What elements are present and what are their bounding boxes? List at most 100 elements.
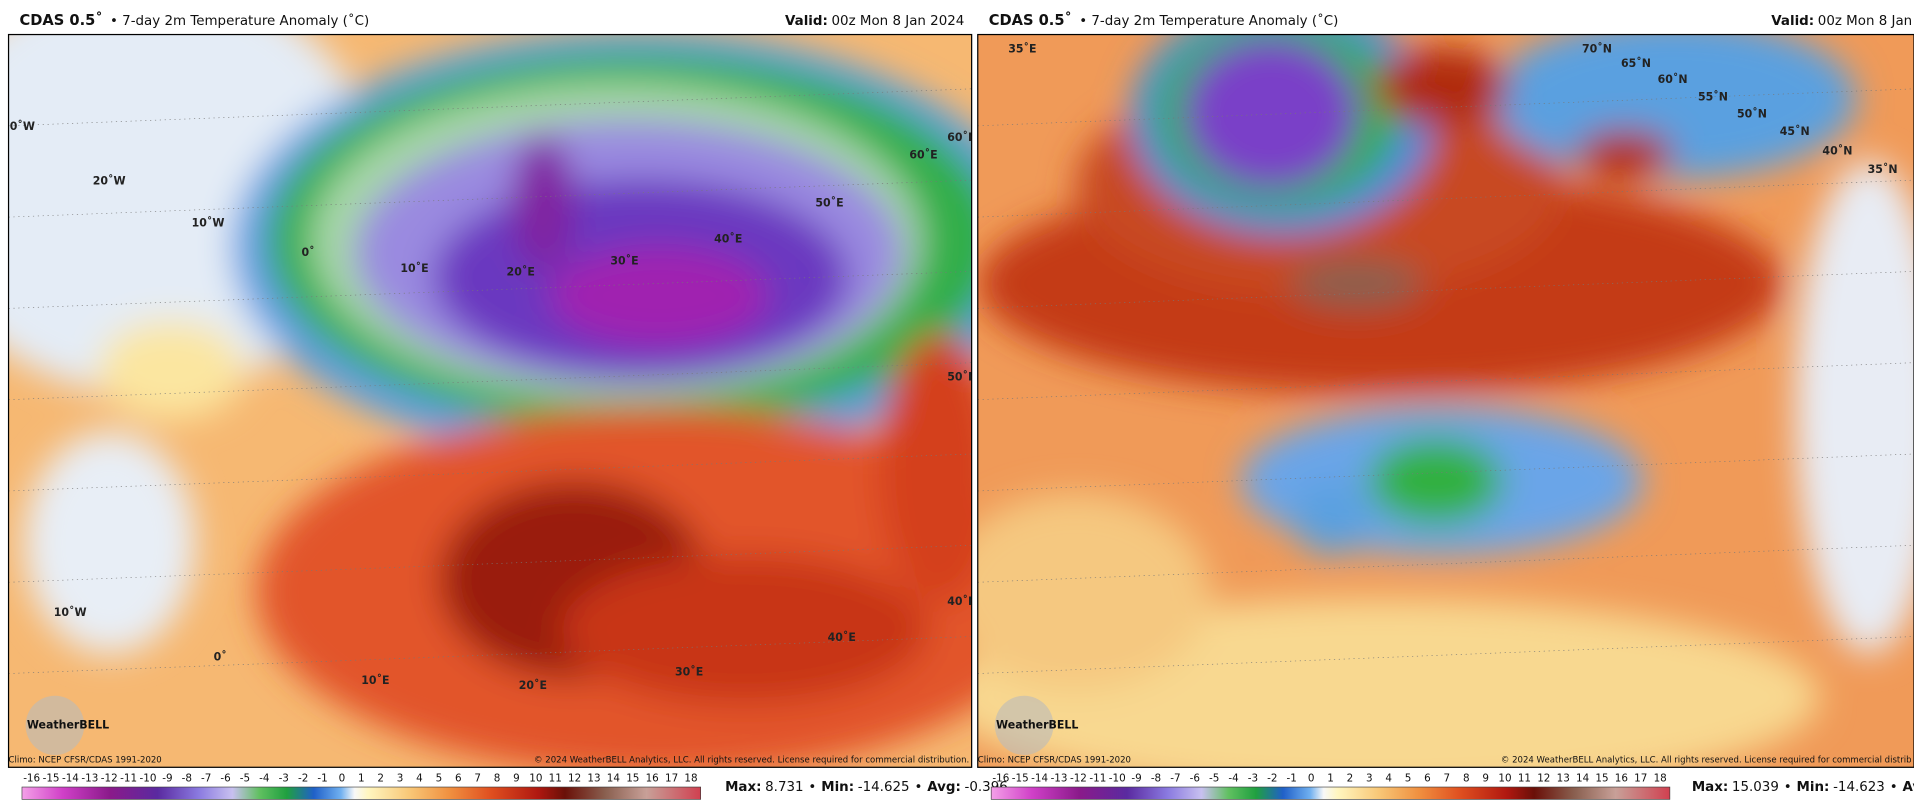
stats-sep: •: [1890, 779, 1898, 795]
colorbar-tick-label: 13: [587, 772, 600, 784]
colorbar-tick-label: -9: [1131, 772, 1141, 784]
anomaly-area: [1289, 259, 1424, 309]
stat-value: 15.039: [1732, 779, 1779, 795]
geo-label: 0˚: [302, 246, 315, 259]
colorbar-tick-label: 16: [1615, 772, 1628, 784]
colorbar-tick-label: 15: [626, 772, 639, 784]
colorbar-tick-label: -12: [1070, 772, 1087, 784]
colorbar-tick-label: 7: [474, 772, 481, 784]
geo-label: 65˚N: [1621, 57, 1651, 70]
valid-label: Valid:: [1771, 13, 1814, 29]
colorbar-tick-label: -12: [101, 772, 118, 784]
map-border: [977, 33, 1914, 768]
stats: Max: 8.731 • Min: -14.625 • Avg: -0.396: [725, 779, 1008, 795]
anomaly-area: [1368, 437, 1503, 525]
colorbar-tick-label: 8: [1463, 772, 1470, 784]
colorbar-tick-label: 8: [494, 772, 501, 784]
geo-label: 40˚E: [828, 631, 856, 644]
copyright: © 2024 WeatherBELL Analytics, LLC. All r…: [1501, 755, 1912, 765]
colorbar-tick-label: 10: [1498, 772, 1511, 784]
map-panel: CDAS 0.5˚ • 7-day 2m Temperature Anomaly …: [7, 12, 1008, 800]
colorbar-tick-label: -8: [1151, 772, 1161, 784]
geo-label: 50˚N: [1737, 108, 1767, 121]
colorbar: [21, 786, 701, 800]
anomaly-area: [1795, 160, 1914, 654]
colorbar-tick-label: -16: [992, 772, 1009, 784]
colorbar-tick-label: 4: [1385, 772, 1392, 784]
colorbar-tick-label: 5: [436, 772, 443, 784]
colorbar-tick-label: 17: [1634, 772, 1647, 784]
colorbar-tick-label: 14: [607, 772, 621, 784]
colorbar-tick-label: 0: [339, 772, 346, 784]
map-border: [7, 33, 973, 768]
valid-time: Valid:00z Mon 8 Jan 20: [1771, 13, 1914, 29]
colorbar-tick-label: -13: [81, 772, 98, 784]
colorbar-tick-label: -5: [240, 772, 250, 784]
anomaly-area: [1374, 46, 1509, 126]
geo-label: 30˚E: [675, 665, 703, 678]
model-name: CDAS 0.5˚: [20, 12, 103, 29]
anomaly-area: [1182, 37, 1359, 190]
colorbar-tick-label: 18: [684, 772, 697, 784]
anomaly-area: [1490, 34, 1857, 179]
copyright: © 2024 WeatherBELL Analytics, LLC. All r…: [534, 755, 969, 765]
colorbar-tick-label: 9: [513, 772, 520, 784]
colorbar-tick-label: 12: [568, 772, 581, 784]
valid-label: Valid:: [785, 13, 828, 29]
anomaly-area: [1575, 129, 1674, 179]
colorbar-tick-label: 17: [665, 772, 678, 784]
colorbar-tick-label: -15: [43, 772, 60, 784]
geo-label: 55˚N: [1698, 90, 1728, 103]
colorbar-tick-label: -3: [279, 772, 289, 784]
logo: WeatherBELL: [996, 718, 1078, 731]
anomaly-field: [977, 34, 1914, 768]
colorbar-tick-label: 12: [1537, 772, 1550, 784]
colorbar-tick-label: -2: [298, 772, 308, 784]
colorbar-tick-label: -10: [140, 772, 157, 784]
stats-sep: •: [914, 779, 922, 795]
colorbar-tick-label: -10: [1109, 772, 1126, 784]
logo: WeatherBELL: [27, 718, 109, 731]
panel-title: CDAS 0.5˚ • 7-day 2m Temperature Anomaly …: [989, 12, 1339, 29]
colorbar-tick-label: -8: [182, 772, 192, 784]
geo-label: 50˚E: [815, 197, 843, 210]
colorbar-tick-label: -7: [1170, 772, 1180, 784]
geo-label: 10˚E: [400, 262, 428, 275]
colorbar-tick-label: 6: [1424, 772, 1431, 784]
stat-value: -14.623: [1833, 779, 1885, 795]
panel-title: CDAS 0.5˚ • 7-day 2m Temperature Anomaly …: [20, 12, 370, 29]
stats-sep: •: [1784, 779, 1792, 795]
map: 35˚E 70˚N 65˚N 60˚N 55˚N 50˚N 45˚N 40˚N 35˚N Weat…: [977, 34, 1914, 768]
geo-label: 40˚N: [947, 595, 977, 608]
colorbar-tick-label: -2: [1267, 772, 1277, 784]
anomaly-area: [512, 135, 574, 272]
colorbar-tick-label: 7: [1444, 772, 1451, 784]
colorbar-tick-label: 2: [377, 772, 384, 784]
colorbar-tick-label: -1: [1287, 772, 1297, 784]
colorbar-tick-label: -1: [317, 772, 327, 784]
geo-label: 60˚E: [909, 148, 937, 161]
map: 0˚W 20˚W 10˚W 0˚ 10˚E 20˚E 30˚E 40˚E 50˚E 60˚E 60˚…: [8, 34, 977, 768]
stat-label: Min:: [1797, 779, 1830, 795]
anomaly-area: [1293, 481, 1368, 556]
colorbar-tick-label: -16: [23, 772, 40, 784]
stat-value: 8.731: [765, 779, 803, 795]
colorbar-tick-label: 4: [416, 772, 423, 784]
colorbar-tick-label: -4: [259, 772, 270, 784]
geo-label: 0˚W: [10, 120, 35, 133]
geo-label: 20˚W: [93, 174, 126, 187]
colorbar-tick-label: -13: [1051, 772, 1068, 784]
geo-label: 0˚: [214, 650, 227, 663]
title-text: • 7-day 2m Temperature Anomaly (˚C): [1079, 12, 1338, 29]
map-panel: CDAS 0.5˚ • 7-day 2m Temperature Anomaly …: [977, 12, 1914, 800]
anomaly-area: [549, 246, 770, 346]
colorbar-tick-label: 10: [529, 772, 542, 784]
colorbar-tick-label: 0: [1308, 772, 1315, 784]
colorbar-tick-label: 1: [1327, 772, 1334, 784]
geo-label: 10˚E: [361, 674, 389, 687]
geo-label: 70˚N: [1582, 42, 1612, 55]
colorbar-tick-label: 13: [1557, 772, 1570, 784]
geo-label: 45˚N: [1780, 125, 1810, 138]
colorbar-tick-label: 1: [358, 772, 365, 784]
